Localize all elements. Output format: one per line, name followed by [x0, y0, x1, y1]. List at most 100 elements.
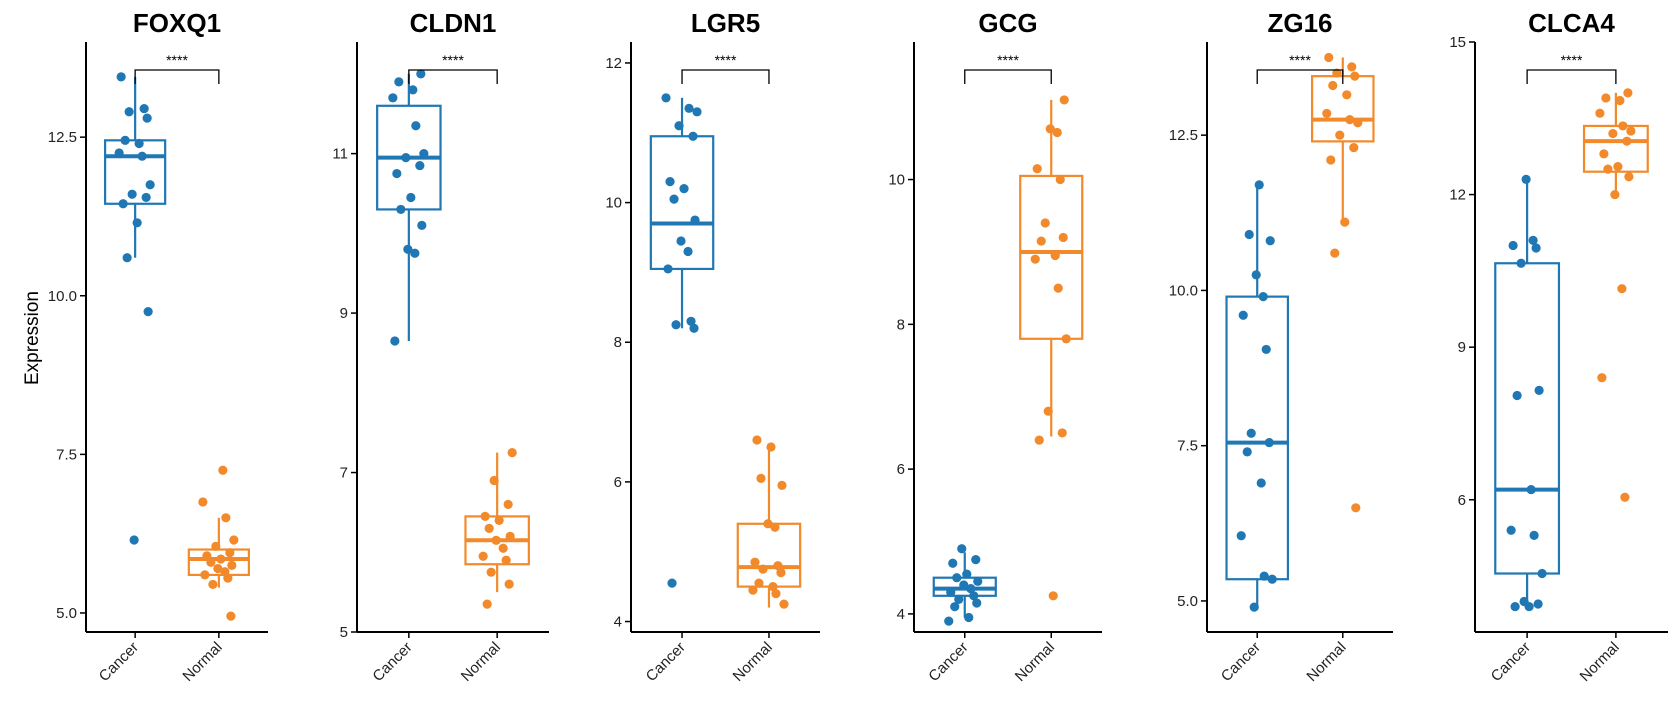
normal-point — [1322, 108, 1332, 119]
cancer-point — [683, 246, 693, 257]
cancer-point — [966, 583, 976, 594]
normal-point — [484, 523, 494, 533]
normal-point — [198, 497, 208, 507]
cancer-point — [676, 236, 686, 246]
y-tick-label: 4 — [614, 614, 622, 631]
normal-point — [1055, 174, 1065, 185]
normal-point — [1608, 128, 1618, 139]
normal-point — [1330, 248, 1340, 258]
normal-box — [1582, 124, 1649, 173]
cancer-point — [134, 138, 144, 149]
cancer-point — [973, 576, 983, 586]
cancer-point — [954, 594, 964, 605]
normal-point — [1326, 155, 1336, 165]
normal-point — [491, 535, 501, 545]
cancer-point — [689, 323, 699, 333]
y-tick-label: 5.0 — [56, 605, 77, 622]
cancer-point — [946, 587, 956, 597]
panel-title: GCG — [978, 8, 1037, 38]
normal-point — [1340, 217, 1350, 227]
normal-point — [758, 564, 768, 574]
y-tick-label: 9 — [340, 305, 348, 322]
significance-label: **** — [166, 52, 188, 68]
normal-point — [226, 611, 236, 621]
cancer-point — [416, 69, 426, 79]
cancer-point — [665, 177, 675, 187]
cancer-point — [1244, 229, 1254, 240]
cancer-box — [104, 139, 167, 205]
x-tick-label-cancer: Cancer — [925, 639, 971, 685]
cancer-point — [129, 535, 139, 545]
normal-point — [1626, 126, 1636, 136]
normal-point — [1603, 164, 1613, 174]
normal-point — [480, 511, 490, 521]
normal-point — [1048, 591, 1058, 601]
cancer-point — [686, 316, 696, 326]
normal-point — [221, 513, 231, 523]
cancer-point — [667, 578, 677, 588]
cancer-point — [417, 220, 427, 230]
significance-bracket — [1256, 69, 1344, 84]
y-tick-label: 6 — [1458, 492, 1466, 509]
normal-point — [229, 535, 239, 545]
cancer-point — [959, 580, 969, 590]
normal-point — [1622, 136, 1632, 146]
y-tick-label: 5.0 — [1177, 593, 1198, 610]
y-tick-label: 8 — [614, 334, 622, 351]
normal-point — [1040, 218, 1050, 228]
cancer-point — [1267, 574, 1277, 584]
panel-clca4: 6 9 12 15 Cancer Normal **** CLCA4 — [1449, 8, 1668, 685]
cancer-point — [1256, 478, 1266, 488]
cancer-point — [1526, 484, 1536, 495]
cancer-point — [1508, 240, 1518, 251]
y-tick-label: 6 — [897, 461, 905, 478]
cancer-point — [692, 107, 702, 117]
normal-box — [1310, 75, 1375, 143]
cancer-point — [1251, 270, 1261, 280]
normal-point — [1595, 108, 1605, 118]
x-tick-label-cancer: Cancer — [1218, 639, 1264, 685]
normal-point — [1617, 284, 1627, 294]
normal-point — [494, 515, 504, 525]
x-tick-label-normal: Normal — [458, 639, 504, 685]
x-tick-label-normal: Normal — [1012, 639, 1058, 685]
normal-point — [1050, 250, 1060, 261]
normal-point — [1599, 149, 1609, 159]
x-tick-label-cancer: Cancer — [643, 639, 689, 685]
panel-foxq1: 5.0 7.5 10.0 12.5 Cancer Normal **** FOXQ1 — [48, 8, 268, 685]
panel-title: FOXQ1 — [133, 8, 221, 38]
normal-point — [1618, 121, 1628, 131]
cancer-box — [1225, 295, 1290, 581]
normal-point — [1597, 373, 1607, 383]
cancer-point — [394, 77, 404, 87]
cancer-point — [690, 215, 700, 225]
significance-label: **** — [442, 52, 464, 68]
y-axis-label: Expression — [22, 291, 43, 385]
significance-bracket — [681, 69, 770, 84]
cancer-point — [1264, 437, 1274, 448]
cancer-point — [1533, 599, 1543, 609]
normal-point — [503, 499, 513, 510]
normal-point — [752, 435, 762, 445]
cancer-point — [950, 602, 960, 612]
normal-point — [771, 588, 781, 599]
cancer-point — [139, 104, 149, 114]
cancer-point — [122, 253, 132, 263]
cancer-point — [1249, 602, 1259, 612]
normal-point — [507, 448, 517, 458]
cancer-point — [141, 192, 151, 203]
normal-point — [225, 548, 235, 558]
significance-label: **** — [1561, 52, 1583, 68]
cancer-point — [1246, 428, 1256, 438]
cancer-point — [142, 113, 152, 123]
significance-bracket — [408, 69, 498, 84]
cancer-point — [127, 189, 137, 199]
cancer-point — [116, 72, 126, 82]
panel-cldn1: 5 7 9 11 Cancer Normal **** CLDN1 — [332, 8, 549, 685]
normal-point — [218, 465, 228, 475]
cancer-point — [663, 264, 673, 274]
normal-point — [754, 578, 764, 588]
cancer-point — [411, 121, 421, 131]
normal-point — [1332, 68, 1342, 78]
